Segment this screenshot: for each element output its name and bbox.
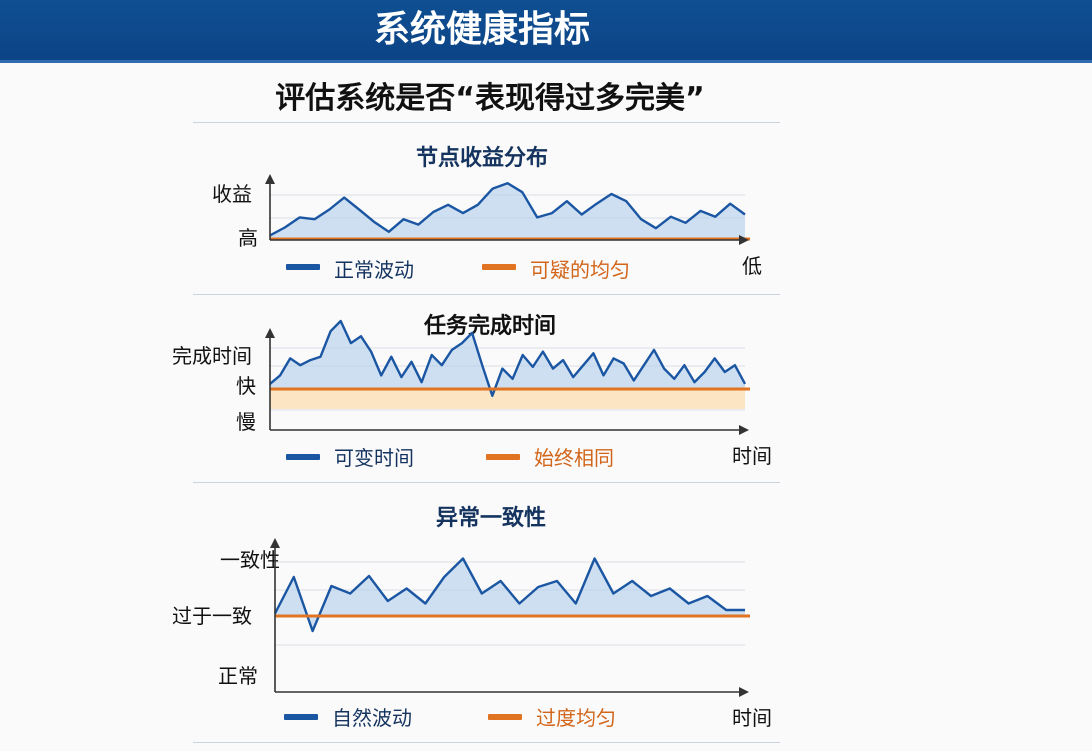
y-axis-arrow bbox=[270, 538, 280, 548]
chart-title: 节点收益分布 bbox=[416, 146, 549, 171]
page-title: 系统健康指标 bbox=[373, 9, 590, 50]
x-end-label: 低 bbox=[742, 254, 762, 278]
x-end-label: 时间 bbox=[732, 444, 772, 468]
section-divider bbox=[193, 742, 780, 743]
y-bottom-label: 慢 bbox=[236, 410, 256, 434]
legend-swatch-normal bbox=[286, 454, 320, 460]
legend-swatch-suspicious bbox=[486, 454, 520, 460]
legend-label: 自然波动 bbox=[332, 706, 412, 730]
section-divider bbox=[193, 122, 780, 123]
series-line-normal bbox=[269, 319, 747, 397]
section-divider bbox=[193, 482, 780, 483]
legend-label: 过度均匀 bbox=[536, 706, 616, 730]
series-line-normal bbox=[269, 182, 746, 237]
y-bottom-label: 正常 bbox=[218, 664, 258, 688]
y-mid-label: 过于一致 bbox=[172, 604, 252, 628]
legend-label: 可变时间 bbox=[334, 446, 414, 470]
chart-title: 任务完成时间 bbox=[424, 314, 557, 339]
legend-swatch-normal bbox=[284, 714, 318, 720]
y-axis-arrow bbox=[265, 174, 275, 184]
uniform-band bbox=[270, 389, 745, 409]
legend-label: 可疑的均匀 bbox=[530, 258, 630, 282]
y-bottom-label: 高 bbox=[238, 226, 258, 250]
section-divider bbox=[193, 294, 780, 295]
header-bar bbox=[0, 0, 1092, 60]
series-area bbox=[275, 558, 745, 631]
series-line-normal bbox=[273, 557, 745, 633]
legend-label: 始终相同 bbox=[534, 446, 614, 470]
series-area bbox=[270, 321, 745, 396]
y-top-label: 一致性 bbox=[220, 548, 280, 572]
y-mid-label: 快 bbox=[236, 374, 256, 398]
legend-swatch-suspicious bbox=[482, 264, 516, 270]
legend-swatch-suspicious bbox=[488, 714, 522, 720]
x-end-label: 时间 bbox=[732, 706, 772, 730]
y-top-label: 完成时间 bbox=[172, 344, 252, 368]
series-area bbox=[270, 183, 745, 239]
y-axis-arrow bbox=[265, 328, 275, 338]
x-axis-arrow bbox=[739, 235, 749, 245]
y-top-label: 收益 bbox=[212, 182, 252, 206]
x-axis-arrow bbox=[739, 425, 749, 435]
legend-label: 正常波动 bbox=[334, 258, 414, 282]
x-axis-arrow bbox=[739, 687, 749, 697]
page-subtitle: 评估系统是否“表现得过多完美” bbox=[275, 81, 705, 116]
chart-title: 异常一致性 bbox=[436, 506, 547, 531]
header-divider bbox=[0, 60, 1092, 63]
legend-swatch-normal bbox=[286, 264, 320, 270]
